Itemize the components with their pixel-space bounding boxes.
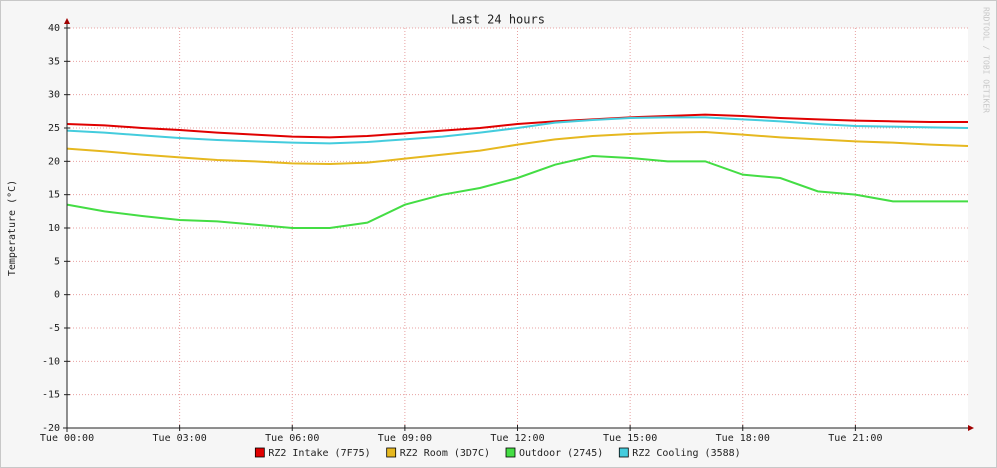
y-tick-label: 30 xyxy=(48,90,60,101)
legend-swatch xyxy=(254,447,265,458)
x-tick-label: Tue 18:00 xyxy=(716,433,770,444)
y-tick-label: 20 xyxy=(48,156,60,167)
chart-title: Last 24 hours xyxy=(451,13,545,27)
y-tick-label: 15 xyxy=(48,190,60,201)
y-tick-label: 35 xyxy=(48,56,60,67)
x-tick-label: Tue 21:00 xyxy=(828,433,882,444)
y-arrow xyxy=(64,18,70,24)
side-text: RRDTOOL / TOBI OETIKER xyxy=(982,7,991,113)
y-tick-label: 5 xyxy=(54,256,60,267)
x-tick-label: Tue 15:00 xyxy=(603,433,657,444)
series-line xyxy=(66,154,968,229)
y-tick-label: -15 xyxy=(42,390,60,401)
y-tick-label: -20 xyxy=(42,423,60,434)
lines xyxy=(66,113,969,229)
y-tick-label: 10 xyxy=(48,223,60,234)
series-line xyxy=(66,113,968,139)
x-tick-label: Tue 12:00 xyxy=(490,433,544,444)
legend: RZ2 Intake (7F75) RZ2 Room (3D7C) Outdoor … xyxy=(254,447,741,459)
y-tick-label: 0 xyxy=(54,290,60,301)
y-tick-label: -5 xyxy=(48,323,60,334)
series-line xyxy=(66,130,969,166)
y-tick-label: 25 xyxy=(48,123,60,134)
x-tick-label: Tue 09:00 xyxy=(378,433,432,444)
x-tick-label: Tue 06:00 xyxy=(265,433,319,444)
x-tick-label: Tue 00:00 xyxy=(40,433,94,444)
x-arrow xyxy=(968,425,974,431)
legend-label: RZ2 Cooling (3588) xyxy=(632,448,740,459)
legend-label: RZ2 Room (3D7C) xyxy=(400,448,490,459)
y-tick-label: -10 xyxy=(42,356,60,367)
legend-label: Outdoor (2745) xyxy=(519,448,603,459)
y-tick-label: 40 xyxy=(48,23,60,34)
legend-label: RZ2 Intake (7F75) xyxy=(268,448,370,459)
x-tick-label: Tue 03:00 xyxy=(153,433,207,444)
y-axis-label: Temperature (°C) xyxy=(7,180,18,276)
grid xyxy=(64,27,968,431)
legend-swatch xyxy=(618,447,629,458)
legend-swatch xyxy=(505,447,516,458)
series-line xyxy=(66,116,969,145)
legend-swatch xyxy=(386,447,397,458)
